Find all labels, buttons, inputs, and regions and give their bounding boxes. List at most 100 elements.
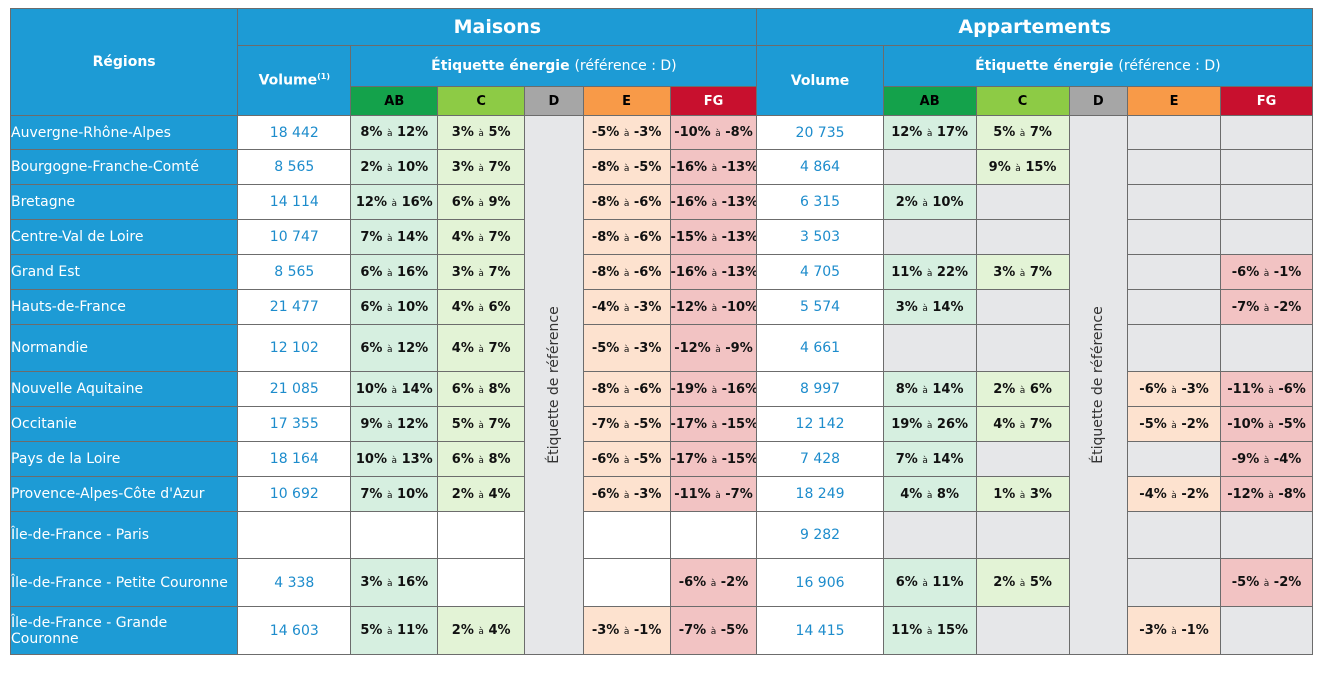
a-e-cell — [1127, 184, 1222, 220]
range-separator: à — [478, 344, 484, 355]
region-name: Pays de la Loire — [9, 441, 239, 477]
range-separator: à — [478, 303, 484, 314]
range-high: 26% — [936, 416, 969, 432]
m-fg-cell: -6% à -2% — [669, 558, 758, 607]
a-fg-cell: -12% à -8% — [1220, 476, 1313, 512]
range-high: 11% — [397, 623, 429, 638]
range-high: -1% — [633, 623, 662, 638]
range-high: 13% — [401, 451, 433, 467]
a-c-cell: 1% à 3% — [975, 476, 1070, 512]
range-low: -8% — [591, 194, 620, 210]
range-low: -8% — [591, 264, 620, 280]
m-fg-cell: -15% à -13% — [669, 219, 758, 255]
range-separator: à — [478, 385, 484, 396]
range-high: 7% — [1029, 264, 1052, 280]
range-separator: à — [623, 455, 630, 466]
m-fg-cell: -19% à -16% — [669, 371, 758, 407]
range-low: 11% — [891, 264, 923, 280]
range-low: -6% — [591, 451, 620, 467]
m-fg-cell: -7% à -5% — [669, 606, 758, 655]
range-high: 14% — [932, 451, 964, 467]
range-low: -5% — [591, 125, 620, 140]
range-separator: à — [1268, 420, 1274, 431]
region-name: Centre-Val de Loire — [9, 219, 239, 255]
range-separator: à — [623, 163, 630, 174]
a-e-cell: -5% à -2% — [1127, 406, 1222, 442]
a-c-cell: 4% à 7% — [975, 406, 1070, 442]
range-separator: à — [387, 627, 393, 637]
range-high: -13% — [721, 194, 757, 210]
a-fg-cell: -6% à -1% — [1220, 254, 1313, 290]
table-row: Centre-Val de Loire 10 747 7% à 14% 4% à 7%… — [9, 219, 1313, 255]
range-high: -5% — [1278, 416, 1306, 432]
m-ab-cell: 2% à 10% — [350, 149, 439, 185]
range-high: 7% — [488, 340, 511, 356]
range-low: -6% — [591, 486, 620, 502]
appartements-volume: 20 735 — [756, 115, 884, 150]
a-ab-cell: 3% à 14% — [882, 289, 977, 325]
range-separator: à — [387, 579, 393, 589]
range-high: 14% — [397, 229, 429, 245]
a-ab-cell: 11% à 22% — [882, 254, 977, 290]
range-low: 3% — [451, 264, 474, 280]
maisons-volume: 18 442 — [237, 115, 352, 150]
a-fg-cell: -5% à -2% — [1220, 558, 1313, 607]
maisons-header: Maisons — [237, 8, 758, 46]
a-fg-cell — [1220, 115, 1313, 150]
range-low: 3% — [895, 299, 918, 315]
maisons-reference-column: Étiquette de référence — [524, 115, 584, 655]
range-separator: à — [391, 198, 398, 209]
a-e-cell — [1127, 511, 1222, 559]
range-high: 16% — [397, 264, 429, 280]
appartements-class-ab: AB — [882, 86, 977, 116]
range-high: -2% — [1181, 486, 1209, 502]
maisons-etiquette-header: Étiquette énergie (référence : D) — [350, 45, 758, 87]
range-low: 8% — [895, 381, 918, 397]
range-high: 14% — [932, 381, 964, 397]
range-separator: à — [1263, 303, 1270, 314]
range-low: -16% — [670, 194, 708, 210]
m-c-cell — [437, 511, 526, 559]
appartements-class-e: E — [1127, 86, 1222, 116]
a-fg-cell — [1220, 606, 1313, 655]
range-separator: à — [715, 344, 721, 355]
appartements-reference-column: Étiquette de référence — [1068, 115, 1129, 655]
range-low: 9% — [988, 159, 1011, 175]
a-e-cell — [1127, 254, 1222, 290]
range-low: 5% — [360, 623, 383, 638]
range-high: 7% — [488, 159, 511, 175]
range-low: -5% — [1231, 575, 1260, 590]
range-low: 12% — [355, 194, 387, 210]
range-low: 2% — [451, 486, 474, 502]
range-high: -3% — [1181, 381, 1209, 397]
m-ab-cell: 7% à 10% — [350, 476, 439, 512]
m-e-cell: -5% à -3% — [582, 115, 671, 150]
energy-label-table-container: Régions Maisons Appartements Volume(1) É… — [9, 8, 1314, 655]
appartements-header: Appartements — [756, 8, 1313, 46]
range-high: -1% — [1273, 264, 1302, 280]
m-ab-cell: 3% à 16% — [350, 558, 439, 607]
range-separator: à — [623, 233, 630, 244]
a-c-cell: 3% à 7% — [975, 254, 1070, 290]
a-ab-cell: 11% à 15% — [882, 606, 977, 655]
range-high: -5% — [720, 623, 749, 638]
range-high: -6% — [633, 264, 662, 280]
range-low: -8% — [591, 381, 620, 397]
region-name: Grand Est — [9, 254, 239, 290]
m-c-cell: 2% à 4% — [437, 476, 526, 512]
range-low: 7% — [895, 451, 918, 467]
range-high: 10% — [397, 486, 429, 502]
range-low: 4% — [993, 416, 1016, 432]
a-c-cell — [975, 441, 1070, 477]
range-low: -12% — [670, 299, 708, 315]
range-high: -6% — [633, 229, 662, 245]
range-separator: à — [711, 233, 718, 244]
range-high: 12% — [397, 340, 429, 356]
a-ab-cell — [882, 511, 977, 559]
range-high: -3% — [633, 486, 662, 502]
appartements-volume: 3 503 — [756, 219, 884, 255]
m-fg-cell — [669, 511, 758, 559]
range-low: -6% — [1231, 264, 1260, 280]
range-high: 16% — [397, 575, 429, 590]
m-fg-cell: -10% à -8% — [669, 115, 758, 150]
